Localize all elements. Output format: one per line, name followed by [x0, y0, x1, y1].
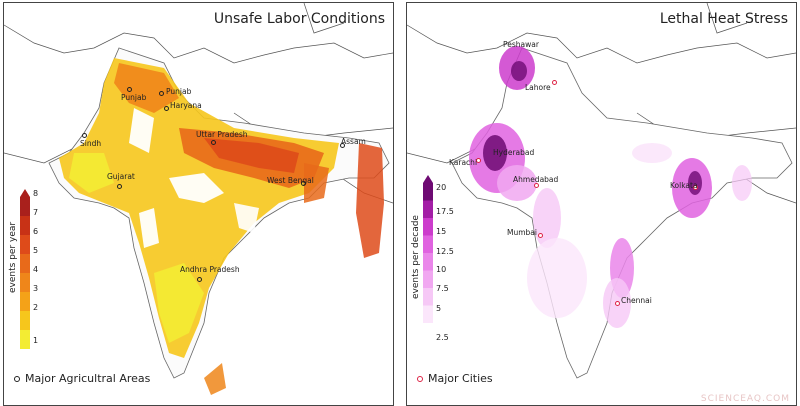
- ag-marker: [340, 143, 345, 148]
- place-label: Kolkata: [670, 181, 698, 190]
- ag-marker: [164, 106, 169, 111]
- watermark: SCIENCEAQ.COM: [700, 394, 790, 404]
- place-label: Punjab: [166, 87, 192, 96]
- heat-tick-15: 15: [436, 227, 447, 236]
- circle-icon: [417, 375, 423, 382]
- heat-tick-17-5: 17.5: [436, 207, 454, 216]
- legend-swatch-4: [20, 273, 30, 292]
- place-label: Haryana: [170, 101, 202, 110]
- land-base: [451, 47, 793, 379]
- heat-tick-10: 10: [436, 265, 447, 274]
- panel-title-heat: Lethal Heat Stress: [659, 11, 788, 27]
- south-asia-map-labor: [4, 3, 393, 395]
- ag-marker: [159, 91, 164, 96]
- legend-swatch-2: [20, 311, 30, 330]
- circle-icon: [14, 375, 20, 382]
- city-marker: [693, 185, 698, 190]
- city-marker: [476, 158, 481, 163]
- legend-swatch-8: [20, 197, 30, 216]
- unsafe-labor-map-panel: Unsafe Labor Conditions 8 7 6 5 4 3 2 1 …: [3, 2, 394, 406]
- legend-swatch-7-5: [423, 270, 433, 288]
- legend-swatch-3: [20, 292, 30, 311]
- place-label: Assam: [341, 137, 366, 146]
- city-marker: [538, 233, 543, 238]
- heat-shading: [469, 46, 752, 328]
- city-marker: [552, 80, 557, 85]
- ag-marker: [82, 133, 87, 138]
- legend-arrow-top: [20, 189, 30, 197]
- labor-tick-1: 1: [33, 336, 39, 345]
- labor-legend-swatches: [20, 189, 30, 349]
- marker-key-label: Major Cities: [428, 372, 493, 385]
- place-label: Peshawar: [503, 40, 539, 49]
- labor-tick-6: 6: [33, 227, 39, 236]
- heat-legend-swatches: [423, 175, 433, 323]
- labor-tick-8: 8: [33, 189, 39, 198]
- place-label: Punjab: [121, 93, 147, 102]
- labor-tick-2: 2: [33, 303, 39, 312]
- place-label: West Bengal: [267, 176, 314, 185]
- marker-key-label: Major Agricultral Areas: [25, 372, 151, 385]
- legend-swatch-17-5: [423, 200, 433, 218]
- legend-swatch-7: [20, 216, 30, 235]
- heat-legend-title: events per decade: [411, 215, 421, 299]
- heat-tick-5: 5: [436, 304, 442, 313]
- labor-tick-4: 4: [33, 265, 39, 274]
- heat-tick-12-5: 12.5: [436, 247, 454, 256]
- south-asia-map-heat: [407, 3, 796, 379]
- labor-color-legend: [20, 189, 30, 353]
- legend-swatch-5: [20, 254, 30, 273]
- ag-marker: [211, 140, 216, 145]
- place-label: Sindh: [80, 139, 102, 148]
- city-marker: [534, 183, 539, 188]
- marker-key-heat: Major Cities: [417, 372, 493, 385]
- labor-tick-5: 5: [33, 246, 39, 255]
- heat-tick-20: 20: [436, 183, 447, 192]
- place-label: Karachi: [449, 158, 478, 167]
- legend-swatch-5: [423, 288, 433, 306]
- place-label: Ahmedabad: [513, 175, 559, 184]
- legend-swatch-6: [20, 235, 30, 254]
- place-label: Uttar Pradesh: [196, 130, 248, 139]
- labor-legend-title: events per year: [8, 221, 18, 293]
- heat-tick-2-5: 2.5: [436, 333, 449, 342]
- place-label: Gujarat: [107, 172, 135, 181]
- heat-tick-7-5: 7.5: [436, 284, 449, 293]
- legend-swatch-12-5: [423, 235, 433, 253]
- lethal-heat-map-panel: Lethal Heat Stress 20 17.5 15 12.5 10 7.…: [406, 2, 797, 406]
- legend-swatch-2-5: [423, 305, 433, 323]
- legend-swatch-15: [423, 218, 433, 236]
- city-marker: [615, 301, 620, 306]
- legend-swatch-10: [423, 253, 433, 271]
- place-label: Mumbai: [507, 228, 537, 237]
- place-label: Chennai: [621, 296, 652, 305]
- ag-marker: [117, 184, 122, 189]
- marker-key-labor: Major Agricultral Areas: [14, 372, 150, 385]
- labor-tick-7: 7: [33, 208, 39, 217]
- place-label: Andhra Pradesh: [180, 265, 240, 274]
- legend-swatch-1: [20, 330, 30, 349]
- labor-shading: [59, 58, 384, 395]
- ag-marker: [301, 181, 306, 186]
- labor-tick-3: 3: [33, 284, 39, 293]
- ag-marker: [197, 277, 202, 282]
- heat-color-legend: [423, 175, 433, 327]
- legend-swatch-20: [423, 183, 433, 201]
- panel-title-labor: Unsafe Labor Conditions: [213, 11, 385, 27]
- legend-arrow-top: [423, 175, 433, 183]
- ag-marker: [127, 87, 132, 92]
- place-label: Hyderabad: [493, 148, 535, 157]
- place-label: Lahore: [525, 83, 551, 92]
